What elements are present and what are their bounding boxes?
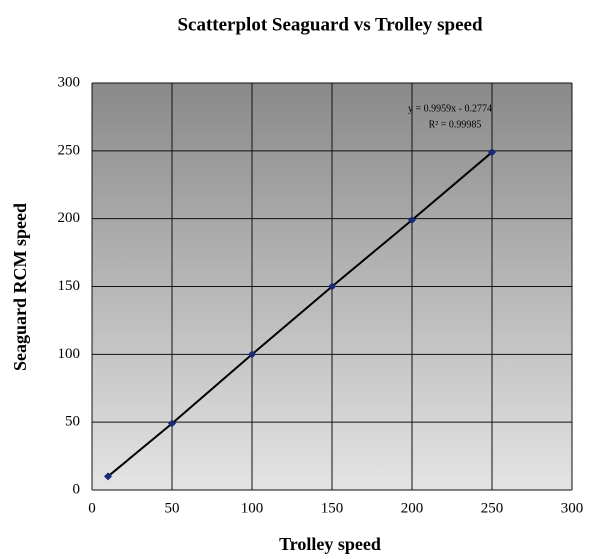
x-tick-label: 50	[165, 500, 180, 516]
data-point	[488, 148, 496, 157]
y-tick-label: 50	[65, 414, 80, 430]
data-point	[408, 216, 416, 225]
y-tick-label: 200	[58, 210, 81, 226]
x-tick-label: 300	[561, 500, 584, 516]
data-point	[248, 350, 256, 359]
r-squared: R² = 0.99985	[429, 119, 482, 130]
y-tick-label: 0	[73, 481, 81, 497]
x-tick-label: 200	[401, 500, 424, 516]
data-point	[104, 472, 112, 481]
trend-equation: y = 0.9959x - 0.2774	[408, 103, 492, 114]
y-tick-label: 150	[58, 278, 81, 294]
y-tick-label: 100	[58, 346, 81, 362]
data-point	[168, 419, 176, 428]
y-tick-label: 300	[58, 74, 81, 90]
x-axis-label: Trolley speed	[279, 534, 381, 554]
y-tick-label: 250	[58, 142, 81, 158]
chart-title: Scatterplot Seaguard vs Trolley speed	[177, 14, 482, 35]
data-point	[328, 282, 336, 291]
x-tick-label: 250	[481, 500, 504, 516]
trend-line	[107, 151, 493, 478]
x-tick-label: 150	[321, 500, 344, 516]
y-axis-label: Seaguard RCM speed	[10, 203, 30, 371]
x-tick-label: 100	[241, 500, 264, 516]
x-tick-label: 0	[88, 500, 96, 516]
